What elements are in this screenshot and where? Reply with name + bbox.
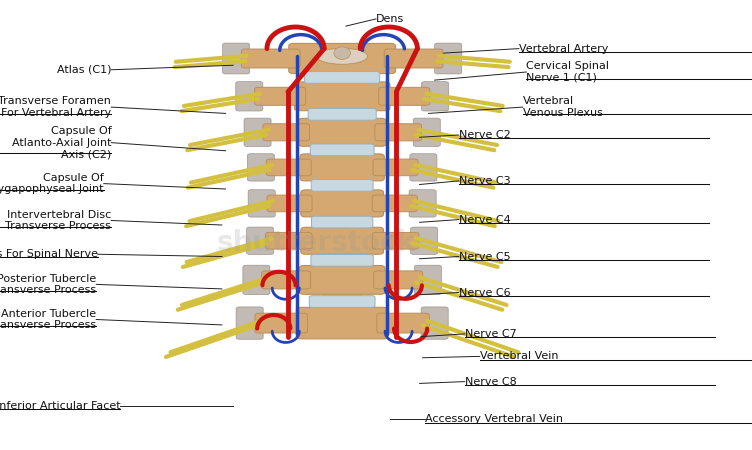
Text: Anterior Tubercle
Of Transverse Process: Anterior Tubercle Of Transverse Process bbox=[0, 309, 96, 330]
FancyBboxPatch shape bbox=[311, 255, 373, 266]
FancyBboxPatch shape bbox=[300, 154, 384, 181]
FancyBboxPatch shape bbox=[301, 190, 384, 217]
FancyBboxPatch shape bbox=[411, 227, 438, 254]
FancyBboxPatch shape bbox=[421, 81, 448, 111]
FancyBboxPatch shape bbox=[255, 313, 308, 333]
FancyBboxPatch shape bbox=[262, 271, 311, 289]
FancyBboxPatch shape bbox=[243, 265, 270, 295]
FancyBboxPatch shape bbox=[311, 144, 374, 156]
FancyBboxPatch shape bbox=[323, 45, 361, 338]
FancyBboxPatch shape bbox=[248, 190, 275, 217]
Text: Intervertebral Disc
Transverse Process: Intervertebral Disc Transverse Process bbox=[5, 210, 111, 231]
FancyBboxPatch shape bbox=[298, 118, 387, 146]
FancyBboxPatch shape bbox=[295, 82, 390, 111]
Text: Transverse Foramen
For Vertebral Artery: Transverse Foramen For Vertebral Artery bbox=[0, 96, 111, 118]
Text: Nerve C6: Nerve C6 bbox=[459, 288, 511, 297]
Text: Nerve C3: Nerve C3 bbox=[459, 176, 511, 186]
FancyBboxPatch shape bbox=[373, 159, 418, 176]
FancyBboxPatch shape bbox=[247, 154, 274, 181]
FancyBboxPatch shape bbox=[289, 44, 396, 73]
FancyBboxPatch shape bbox=[421, 307, 448, 339]
Text: Nerve C4: Nerve C4 bbox=[459, 215, 511, 225]
Ellipse shape bbox=[317, 48, 368, 64]
Text: Cervical Spinal
Nerve 1 (C1): Cervical Spinal Nerve 1 (C1) bbox=[526, 61, 609, 83]
Text: Vertebral Artery: Vertebral Artery bbox=[519, 44, 608, 54]
FancyBboxPatch shape bbox=[384, 49, 443, 68]
FancyBboxPatch shape bbox=[311, 216, 373, 228]
Text: Accessory Vertebral Vein: Accessory Vertebral Vein bbox=[425, 414, 563, 424]
FancyBboxPatch shape bbox=[374, 271, 423, 289]
FancyBboxPatch shape bbox=[311, 180, 373, 191]
FancyBboxPatch shape bbox=[262, 124, 310, 141]
FancyBboxPatch shape bbox=[414, 118, 441, 147]
FancyBboxPatch shape bbox=[378, 87, 429, 105]
FancyBboxPatch shape bbox=[244, 118, 271, 147]
FancyBboxPatch shape bbox=[223, 43, 250, 74]
FancyBboxPatch shape bbox=[236, 81, 263, 111]
FancyBboxPatch shape bbox=[265, 232, 312, 249]
Text: Vertebral Vein: Vertebral Vein bbox=[480, 351, 558, 361]
FancyBboxPatch shape bbox=[299, 266, 385, 294]
FancyBboxPatch shape bbox=[308, 108, 376, 120]
FancyBboxPatch shape bbox=[247, 227, 274, 254]
FancyBboxPatch shape bbox=[301, 227, 384, 254]
FancyBboxPatch shape bbox=[409, 190, 436, 217]
Text: Capsule Of
Zygapophyseal Joint: Capsule Of Zygapophyseal Joint bbox=[0, 173, 104, 194]
Text: Vertebral
Venous Plexus: Vertebral Venous Plexus bbox=[523, 96, 602, 118]
FancyBboxPatch shape bbox=[414, 265, 441, 295]
FancyBboxPatch shape bbox=[374, 124, 421, 141]
FancyBboxPatch shape bbox=[377, 313, 429, 333]
FancyBboxPatch shape bbox=[372, 195, 417, 212]
Text: Nerve C8: Nerve C8 bbox=[465, 377, 517, 387]
Text: Atlas (C1): Atlas (C1) bbox=[57, 65, 111, 75]
FancyBboxPatch shape bbox=[236, 307, 263, 339]
Ellipse shape bbox=[334, 47, 350, 59]
FancyBboxPatch shape bbox=[410, 154, 437, 181]
FancyBboxPatch shape bbox=[296, 307, 388, 339]
Text: Posterior Tubercle
Of Transverse Process: Posterior Tubercle Of Transverse Process bbox=[0, 274, 96, 295]
FancyBboxPatch shape bbox=[267, 195, 312, 212]
FancyBboxPatch shape bbox=[266, 159, 311, 176]
FancyBboxPatch shape bbox=[372, 232, 419, 249]
FancyBboxPatch shape bbox=[305, 72, 380, 83]
Text: Nerve C2: Nerve C2 bbox=[459, 130, 511, 140]
Text: Capsule Of
Atlanto-Axial Joint
Axis (C2): Capsule Of Atlanto-Axial Joint Axis (C2) bbox=[12, 126, 111, 159]
FancyBboxPatch shape bbox=[254, 87, 305, 105]
Text: Nerve C7: Nerve C7 bbox=[465, 329, 517, 339]
FancyBboxPatch shape bbox=[241, 49, 300, 68]
Text: Inferior Articular Facet: Inferior Articular Facet bbox=[0, 401, 120, 411]
Text: shutterstock: shutterstock bbox=[217, 229, 415, 257]
FancyBboxPatch shape bbox=[435, 43, 462, 74]
Text: Sulcus For Spinal Nerve: Sulcus For Spinal Nerve bbox=[0, 249, 98, 259]
Text: Dens: Dens bbox=[376, 14, 405, 24]
FancyBboxPatch shape bbox=[309, 296, 375, 307]
Text: Nerve C5: Nerve C5 bbox=[459, 252, 511, 261]
